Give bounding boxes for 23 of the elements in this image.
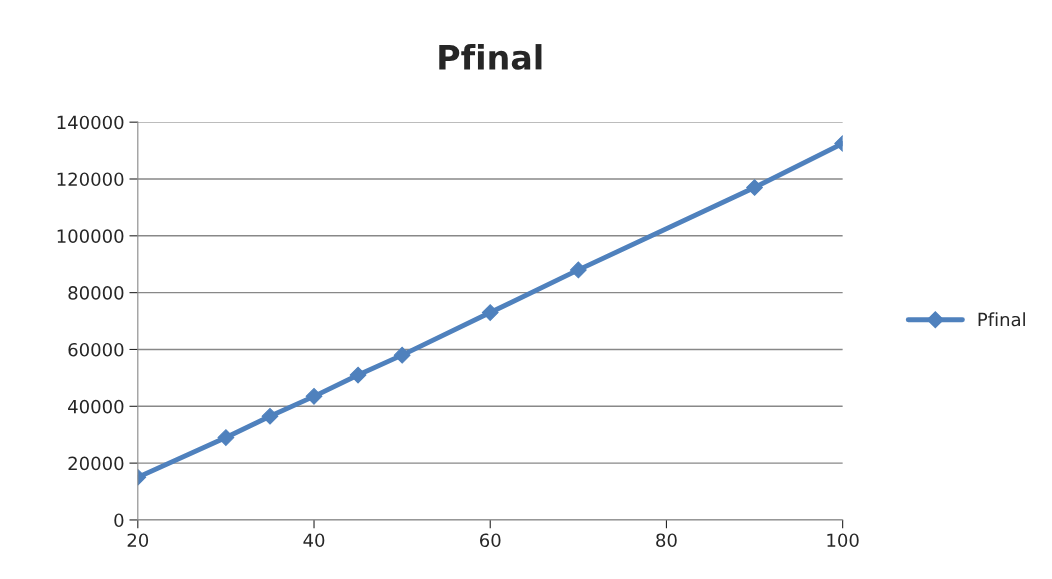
x-tick-label: 80 bbox=[656, 533, 677, 548]
x-tick-label: 60 bbox=[480, 533, 501, 548]
y-tick-label: 140000 bbox=[57, 115, 124, 130]
y-tick-label: 120000 bbox=[57, 172, 124, 187]
y-tick-label: 60000 bbox=[68, 342, 124, 357]
x-tick-label: 100 bbox=[827, 533, 859, 548]
y-tick-label: 100000 bbox=[57, 229, 124, 243]
point bbox=[746, 179, 763, 196]
x-tick-label: 20 bbox=[127, 533, 149, 548]
y-tick-label: 0 bbox=[114, 513, 124, 528]
point bbox=[217, 429, 235, 446]
y-tick-label: 80000 bbox=[68, 286, 124, 300]
y-tick-label: 40000 bbox=[68, 399, 124, 414]
point bbox=[349, 366, 367, 384]
y-tick-label: 20000 bbox=[68, 456, 124, 471]
point bbox=[481, 304, 499, 321]
point bbox=[305, 387, 323, 405]
x-tick-label: 40 bbox=[303, 533, 325, 548]
point bbox=[261, 407, 279, 425]
chart-title: Pfinal bbox=[439, 44, 542, 70]
point bbox=[569, 261, 587, 279]
point bbox=[393, 346, 411, 364]
legend-label: Pfinal bbox=[978, 312, 1025, 327]
